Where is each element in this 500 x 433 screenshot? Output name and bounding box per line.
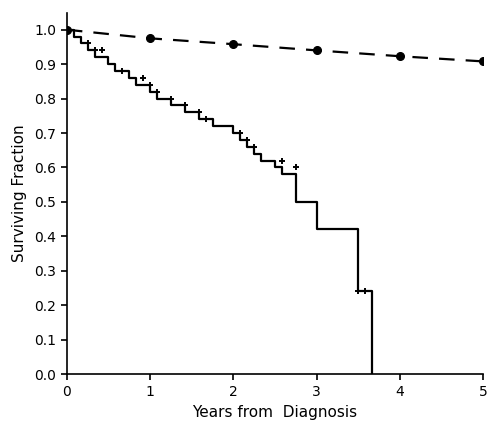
X-axis label: Years from  Diagnosis: Years from Diagnosis — [192, 405, 358, 420]
Y-axis label: Surviving Fraction: Surviving Fraction — [12, 125, 28, 262]
